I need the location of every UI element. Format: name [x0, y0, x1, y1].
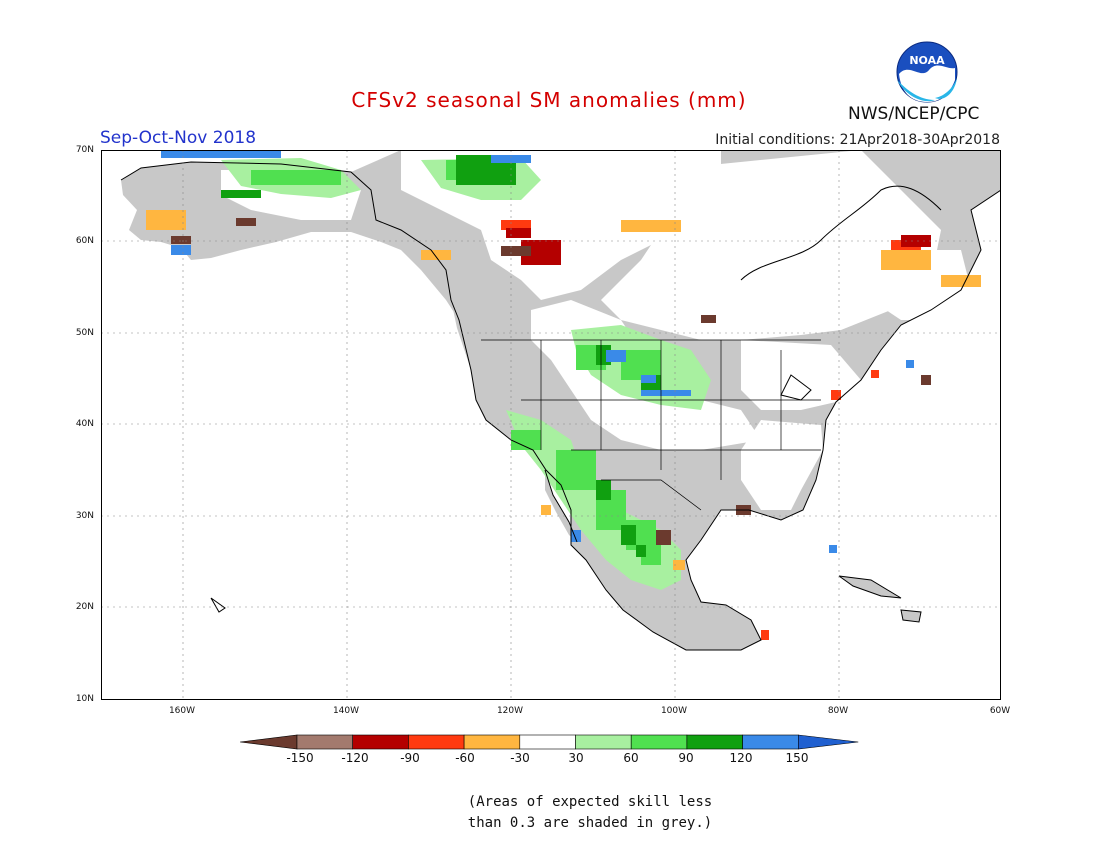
colorbar-label: 60	[623, 751, 639, 765]
anomaly-map	[101, 150, 1001, 700]
lat-label: 20N	[75, 602, 94, 612]
colorbar-arrow-high	[798, 734, 859, 750]
season-label: Sep-Oct-Nov 2018	[100, 128, 257, 148]
colorbar-label: -150	[286, 751, 314, 765]
skill-note: (Areas of expected skill less than 0.3 a…	[440, 792, 740, 834]
colorbar-cell	[296, 734, 354, 750]
orange-anomalies	[146, 210, 981, 570]
lat-label: 60N	[75, 236, 94, 246]
lat-label: 50N	[75, 328, 94, 338]
skill-note-line1: (Areas of expected skill less	[467, 794, 713, 810]
lat-label: 70N	[75, 145, 94, 155]
colorbar-cell	[742, 734, 799, 750]
skill-note-line2: than 0.3 are shaded in grey.)	[467, 815, 713, 831]
colorbar-label: -30	[510, 751, 530, 765]
lon-label: 160W	[168, 706, 196, 716]
colorbar-label: -60	[455, 751, 475, 765]
noaa-logo: NOAA	[896, 41, 958, 103]
colorbar-label: 120	[729, 751, 753, 765]
map-frame	[101, 150, 1001, 700]
blue-anomalies	[161, 150, 914, 553]
lon-label: 100W	[660, 706, 688, 716]
lon-label: 60W	[989, 706, 1011, 716]
lon-label: 120W	[496, 706, 524, 716]
lat-label: 30N	[75, 511, 94, 521]
lat-label: 40N	[75, 419, 94, 429]
colorbar-label: -120	[341, 751, 369, 765]
dark-green-anomalies	[221, 155, 661, 557]
colorbar-label: -90	[400, 751, 420, 765]
colorbar-label: 90	[678, 751, 694, 765]
colorbar-cell	[463, 734, 521, 750]
initial-conditions-label: Initial conditions: 21Apr2018-30Apr2018	[715, 132, 1000, 148]
colorbar-cell	[686, 734, 743, 750]
noaa-logo-text: NOAA	[909, 54, 945, 67]
colorbar-label: 30	[568, 751, 584, 765]
colorbar-cell	[352, 734, 409, 750]
lon-label: 140W	[332, 706, 360, 716]
colorbar-cell	[519, 734, 576, 750]
colorbar-cell	[630, 734, 688, 750]
graticule	[101, 150, 1001, 700]
colorbar-arrow-low	[240, 734, 298, 750]
map-title: CFSv2 seasonal SM anomalies (mm)	[351, 88, 747, 112]
agency-label: NWS/NCEP/CPC	[848, 104, 980, 124]
colorbar-cell	[408, 734, 465, 750]
lat-label: 10N	[75, 694, 94, 704]
lon-label: 80W	[827, 706, 849, 716]
colorbar-cell	[575, 734, 632, 750]
colorbar-label: 150	[785, 751, 809, 765]
colorbar	[240, 734, 859, 750]
political-borders	[481, 339, 821, 511]
